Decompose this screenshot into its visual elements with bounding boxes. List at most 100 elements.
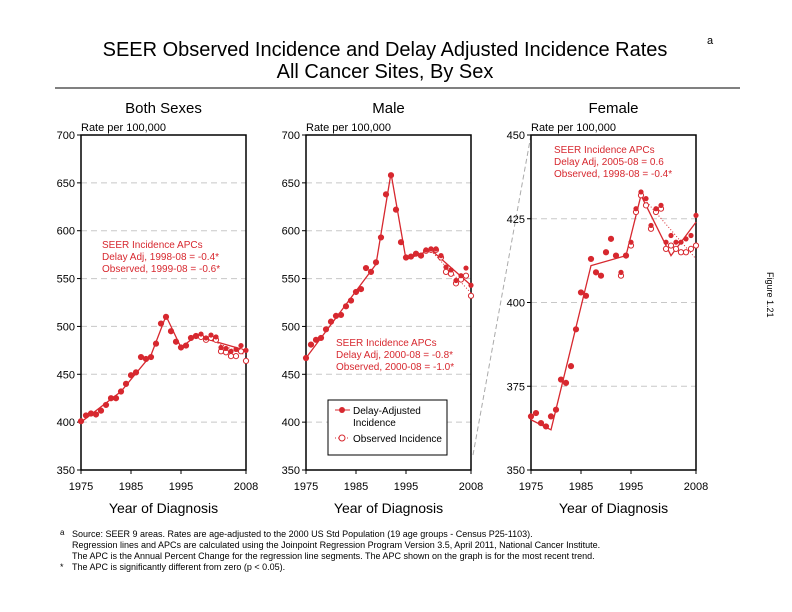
y-axis-label: Rate per 100,000 <box>531 122 616 134</box>
x-tick-label: 2008 <box>234 481 258 493</box>
y-tick-label: 600 <box>282 226 300 238</box>
y-tick-label: 450 <box>57 369 75 381</box>
point-delay-adjusted <box>83 412 89 419</box>
point-delay-adjusted <box>553 407 559 413</box>
point-delay-adjusted <box>443 264 449 270</box>
point-delay-adjusted <box>618 269 624 275</box>
point-delay-adjusted <box>163 314 169 320</box>
point-observed <box>667 242 675 249</box>
point-delay-adjusted <box>448 267 454 273</box>
point-delay-adjusted <box>243 347 249 353</box>
y-tick-label: 500 <box>282 321 300 333</box>
panel-female: Female Rate per 100,000 350 375 400 425 450 197… <box>507 100 709 516</box>
y-tick-label: 600 <box>57 226 75 238</box>
point-delay-adjusted <box>673 239 679 245</box>
point-delay-adjusted <box>98 408 104 414</box>
point-delay-adjusted <box>78 418 84 424</box>
y-tick-label: 550 <box>282 274 300 286</box>
point-delay-adjusted <box>428 246 434 252</box>
point-observed <box>662 245 670 252</box>
trend-line-observed <box>430 250 472 294</box>
chart-title-line2: All Cancer Sites, By Sex <box>277 61 494 83</box>
point-observed <box>227 353 235 360</box>
point-delay-adjusted <box>533 410 539 416</box>
point-delay-adjusted <box>88 410 94 417</box>
point-delay-adjusted <box>583 293 589 299</box>
point-observed <box>442 268 450 275</box>
point-delay-adjusted <box>223 345 229 352</box>
point-delay-adjusted <box>433 246 439 252</box>
point-delay-adjusted <box>168 328 174 334</box>
point-delay-adjusted <box>638 189 644 195</box>
point-delay-adjusted <box>458 273 464 279</box>
x-tick-label: 1985 <box>119 481 143 493</box>
y-tick-label: 700 <box>57 130 75 142</box>
point-delay-adjusted <box>178 344 184 351</box>
point-delay-adjusted <box>338 312 344 318</box>
point-delay-adjusted <box>133 369 139 375</box>
y-tick-label: 350 <box>507 465 525 477</box>
legend-delay-label: Delay-Adjusted <box>353 406 421 417</box>
point-delay-adjusted <box>173 339 179 345</box>
point-delay-adjusted <box>198 331 204 337</box>
panel-title: Both Sexes <box>125 100 202 117</box>
point-delay-adjusted <box>563 380 569 386</box>
point-delay-adjusted <box>688 232 694 239</box>
point-delay-adjusted <box>568 363 574 369</box>
y-tick-label: 650 <box>57 178 75 190</box>
point-observed <box>242 357 250 364</box>
footnote-star: * The APC is significantly different fro… <box>60 562 285 573</box>
point-delay-adjusted <box>593 269 599 275</box>
point-delay-adjusted <box>363 265 369 271</box>
y-tick-label: 425 <box>507 214 525 226</box>
point-observed <box>237 348 245 355</box>
x-tick-label: 1975 <box>69 481 93 493</box>
point-delay-adjusted <box>578 289 584 296</box>
point-observed <box>467 292 475 299</box>
point-delay-adjusted <box>123 381 129 387</box>
point-delay-adjusted <box>453 277 459 284</box>
y-tick-label: 500 <box>57 321 75 333</box>
x-tick-label: 2008 <box>459 481 483 493</box>
point-delay-adjusted <box>658 202 664 208</box>
footnote-star-mark: * <box>60 562 64 572</box>
point-delay-adjusted <box>438 253 444 259</box>
point-delay-adjusted <box>118 388 124 395</box>
x-tick-label: 1985 <box>344 481 368 493</box>
apc-annotation: Observed, 1998-08 = -0.4* <box>554 169 672 180</box>
point-delay-adjusted <box>138 354 144 360</box>
point-delay-adjusted <box>573 326 579 332</box>
footnote-a-mark: a <box>60 528 65 537</box>
x-axis-label: Year of Diagnosis <box>334 500 443 516</box>
point-delay-adjusted <box>128 372 134 378</box>
apc-annotation: Observed, 2000-08 = -1.0* <box>336 362 454 373</box>
point-delay-adjusted <box>368 269 374 275</box>
point-delay-adjusted <box>608 236 614 242</box>
panel-title: Male <box>372 100 405 117</box>
apc-annotation: Delay Adj, 1998-08 = -0.4* <box>102 252 219 263</box>
apc-annotation: SEER Incidence APCs <box>554 145 655 156</box>
point-delay-adjusted <box>408 253 414 260</box>
y-tick-label: 700 <box>282 130 300 142</box>
point-delay-adjusted <box>418 253 424 259</box>
legend-delay-label-2: Incidence <box>353 418 396 429</box>
point-delay-adjusted <box>383 191 389 197</box>
y-tick-label: 450 <box>507 130 525 142</box>
plot-frame <box>305 134 472 471</box>
point-delay-adjusted <box>318 335 324 341</box>
point-delay-adjusted <box>103 402 109 408</box>
point-delay-adjusted <box>313 337 319 343</box>
point-delay-adjusted <box>228 348 234 354</box>
point-delay-adjusted <box>623 253 629 259</box>
y-axis-label: Rate per 100,000 <box>81 122 166 134</box>
apc-annotation: SEER Incidence APCs <box>102 240 203 251</box>
point-delay-adjusted <box>203 335 209 341</box>
x-tick-label: 1995 <box>169 481 193 493</box>
point-delay-adjusted <box>158 320 164 327</box>
plot-frame <box>530 134 697 471</box>
point-delay-adjusted <box>343 303 349 309</box>
point-delay-adjusted <box>308 342 314 348</box>
figure-label: Figure 1.21 <box>765 272 775 318</box>
point-delay-adjusted <box>678 239 684 245</box>
